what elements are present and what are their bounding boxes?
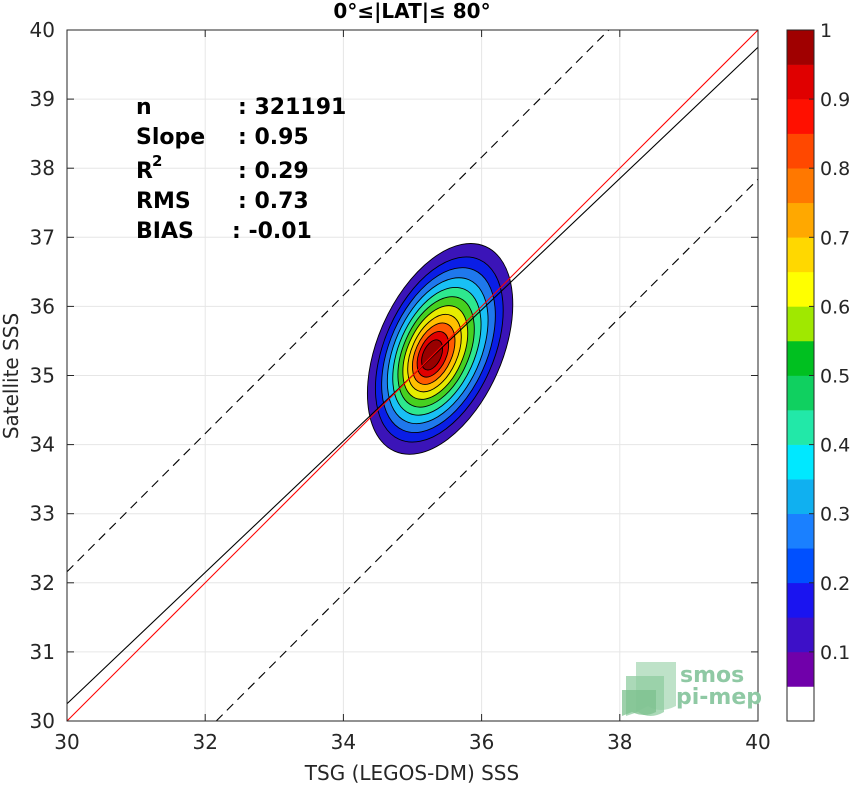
logo-text-smos: smos [680, 663, 744, 688]
logo-text-pimep: pi-mep [676, 685, 762, 710]
colorbar-swatch [787, 444, 814, 480]
x-tick-label: 36 [469, 730, 494, 754]
chart-title: 0°≤|LAT|≤ 80° [333, 0, 490, 23]
colorbar-swatch [787, 340, 814, 376]
colorbar-tick-label: 0.5 [820, 366, 850, 388]
bound-line-1 [66, 29, 610, 573]
y-tick-label: 34 [30, 433, 55, 457]
y-tick-label: 37 [30, 225, 55, 249]
colorbar-tick-label: 0.7 [820, 227, 850, 249]
x-tick-label: 34 [331, 730, 356, 754]
colorbar-swatch [787, 202, 814, 238]
y-tick-label: 39 [30, 87, 55, 111]
stat-value-rms: : 0.73 [238, 189, 309, 214]
stat-label-r2-sup: 2 [152, 152, 162, 170]
x-tick-label: 32 [192, 730, 217, 754]
y-tick-label: 33 [30, 502, 55, 526]
stat-value-n: : 321191 [238, 95, 346, 120]
colorbar-tick-label: 0.3 [820, 504, 850, 526]
bound-line-2 [215, 178, 759, 722]
colorbar: 0.1 0.2 0.3 0.4 0.5 0.6 0.7 0.8 0.9 1 [786, 20, 850, 722]
stat-label-bias: BIAS [136, 219, 194, 244]
colorbar-swatch [787, 617, 814, 653]
colorbar-swatch [787, 168, 814, 204]
colorbar-tick-label: 0.1 [820, 642, 850, 664]
stat-value-slope: : 0.95 [238, 125, 309, 150]
x-axis-label: TSG (LEGOS-DM) SSS [304, 761, 519, 785]
reference-lines [66, 29, 759, 722]
axis-ticks: 30 32 34 36 38 40 30 31 32 33 34 35 36 37 38 39 40 [30, 18, 771, 754]
colorbar-tick-label: 0.4 [820, 435, 850, 457]
y-tick-label: 30 [30, 709, 55, 733]
y-tick-label: 40 [30, 18, 55, 42]
y-tick-label: 31 [30, 640, 55, 664]
plot-frame [66, 29, 759, 722]
y-axis-label: Satellite SSS [0, 313, 23, 439]
colorbar-tick-label: 0.2 [820, 573, 850, 595]
colorbar-ticks: 0.1 0.2 0.3 0.4 0.5 0.6 0.7 0.8 0.9 1 [809, 20, 850, 664]
smos-pimep-logo: smos pi-mep [622, 662, 762, 716]
stat-label-rms: RMS [136, 189, 191, 214]
identity-line [66, 29, 759, 722]
colorbar-swatch [787, 375, 814, 411]
y-tick-label: 36 [30, 294, 55, 318]
stat-label-slope: Slope [136, 125, 205, 150]
stats-block: n : 321191 Slope : 0.95 R 2 : 0.29 RMS :… [136, 95, 346, 244]
colorbar-swatch [787, 306, 814, 342]
colorbar-tick-label: 1 [820, 20, 832, 42]
colorbar-swatch [787, 30, 814, 65]
stat-value-r2: : 0.29 [238, 159, 309, 184]
colorbar-swatch [787, 99, 814, 134]
colorbar-swatch [787, 410, 814, 445]
colorbar-swatch [787, 651, 814, 687]
colorbar-swatch [787, 548, 814, 584]
colorbar-swatch [787, 64, 814, 100]
colorbar-swatch [787, 582, 814, 618]
stat-label-r2: R [136, 159, 153, 184]
y-tick-label: 35 [30, 364, 55, 388]
colorbar-swatch [787, 271, 814, 307]
x-tick-label: 38 [607, 730, 632, 754]
x-tick-label: 30 [54, 730, 79, 754]
colorbar-swatch [787, 133, 814, 169]
colorbar-tick-label: 0.6 [820, 296, 850, 318]
colorbar-swatches [787, 30, 814, 722]
y-tick-label: 32 [30, 571, 55, 595]
colorbar-swatch [787, 686, 814, 722]
colorbar-swatch [787, 513, 814, 549]
x-tick-label: 40 [745, 730, 770, 754]
stat-label-n: n [136, 95, 152, 120]
colorbar-tick-label: 0.9 [820, 89, 850, 111]
logo-mark-icon [622, 662, 676, 716]
colorbar-tick-label: 0.8 [820, 158, 850, 180]
colorbar-swatch [787, 479, 814, 514]
stat-value-bias: : -0.01 [232, 219, 312, 244]
y-tick-label: 38 [30, 156, 55, 180]
colorbar-swatch [787, 237, 814, 273]
